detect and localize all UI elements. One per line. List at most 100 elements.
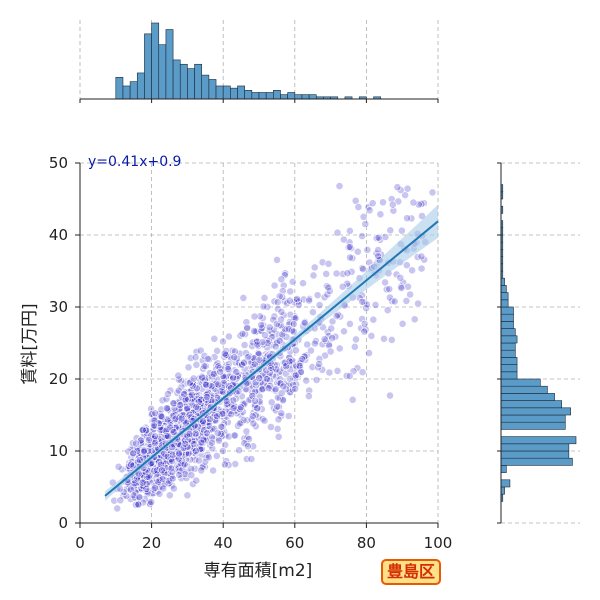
scatter-point	[183, 491, 192, 500]
scatter-point	[324, 332, 333, 340]
histogram-bar	[165, 29, 174, 100]
scatter-point	[188, 381, 197, 390]
scatter-point	[369, 315, 378, 324]
scatter-point	[305, 296, 313, 305]
regression-line	[104, 220, 439, 497]
scatter-point	[192, 476, 201, 485]
scatter-point	[242, 318, 251, 327]
scatter-point	[199, 462, 207, 471]
scatter-point	[175, 470, 184, 479]
scatter-point	[358, 297, 367, 306]
y-tick-label: 40	[49, 226, 68, 244]
scatter-point	[327, 324, 336, 333]
scatter-point	[243, 442, 252, 451]
scatter-point	[338, 282, 347, 291]
scatter-point	[305, 386, 314, 395]
scatter-point	[253, 404, 262, 413]
scatter-point	[255, 355, 264, 364]
scatter-point	[309, 271, 318, 280]
scatter-point	[251, 396, 259, 405]
scatter-point	[295, 361, 304, 370]
scatter-point	[147, 498, 156, 506]
scatter-point	[339, 235, 348, 244]
scatter-point	[353, 364, 362, 372]
scatter-point	[202, 380, 211, 389]
scatter-point	[307, 346, 315, 355]
scatter-point	[129, 449, 138, 457]
scatter-point	[304, 392, 313, 401]
scatter-point	[232, 354, 241, 363]
scatter-point	[134, 500, 143, 509]
scatter-point	[196, 346, 205, 355]
scatter-point	[333, 366, 342, 375]
histogram-bar	[151, 22, 160, 100]
scatter-point	[182, 418, 190, 427]
scatter-point	[256, 312, 264, 321]
histogram-bar	[500, 450, 570, 459]
scatter-point	[388, 200, 397, 209]
scatter-point	[251, 387, 259, 396]
scatter-point	[277, 307, 286, 316]
scatter-point	[135, 493, 144, 501]
scatter-point	[374, 252, 383, 260]
scatter-point	[342, 371, 351, 380]
scatter-point	[402, 296, 411, 305]
scatter-points	[108, 182, 437, 513]
scatter-point	[175, 449, 183, 458]
right-marginal-histogram	[497, 162, 580, 524]
scatter-point	[296, 359, 305, 367]
scatter-point	[353, 247, 362, 256]
scatter-point	[410, 315, 419, 324]
scatter-point	[260, 416, 269, 425]
histogram-bar	[294, 94, 303, 100]
scatter-point	[273, 424, 282, 433]
scatter-point	[403, 214, 411, 223]
scatter-point	[189, 374, 198, 383]
scatter-point	[374, 246, 382, 254]
scatter-point	[315, 360, 323, 368]
scatter-point	[144, 436, 153, 445]
scatter-point	[303, 340, 312, 349]
x-tick-label: 100	[424, 534, 453, 552]
histogram-bar	[500, 465, 507, 473]
scatter-point	[197, 466, 206, 475]
scatter-point	[386, 226, 395, 235]
scatter-point	[363, 245, 372, 254]
scatter-point	[195, 456, 203, 465]
scatter-point	[175, 405, 184, 413]
scatter-point	[285, 296, 294, 305]
scatter-point	[273, 255, 281, 264]
scatter-point	[277, 275, 286, 284]
scatter-point	[138, 425, 147, 434]
scatter-point	[409, 198, 418, 207]
histogram-bar	[500, 306, 514, 315]
scatter-point	[386, 391, 394, 400]
histogram-bar	[500, 486, 505, 495]
scatter-point	[189, 439, 198, 448]
scatter-point	[282, 385, 290, 394]
scatter-point	[288, 277, 297, 286]
scatter-point	[133, 446, 142, 455]
histogram-bar	[500, 292, 509, 301]
scatter-point	[184, 363, 193, 372]
scatter-point	[216, 367, 224, 376]
scatter-point	[261, 370, 270, 379]
scatter-point	[255, 374, 264, 383]
main-scatter-plot: 0 20 40 60 80 100 0 10 20 30 40 50	[49, 154, 452, 552]
scatter-point	[119, 492, 128, 500]
scatter-point	[376, 210, 385, 219]
histogram-bar	[500, 400, 563, 409]
scatter-point	[315, 301, 324, 309]
scatter-point	[138, 498, 147, 507]
scatter-point	[285, 357, 294, 366]
scatter-point	[239, 293, 248, 302]
scatter-point	[155, 489, 164, 498]
scatter-point	[324, 283, 333, 292]
histogram-bar	[273, 90, 281, 100]
scatter-point	[390, 297, 399, 306]
histogram-bar	[301, 94, 310, 100]
scatter-point	[144, 472, 153, 481]
scatter-point	[286, 287, 295, 296]
histogram-bar	[500, 299, 509, 308]
scatter-point	[282, 333, 291, 341]
